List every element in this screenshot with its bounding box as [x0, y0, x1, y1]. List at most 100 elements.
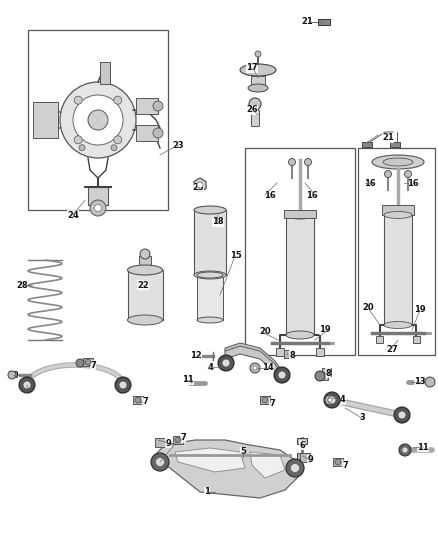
Circle shape [76, 359, 84, 367]
Circle shape [222, 359, 230, 367]
Text: 16: 16 [306, 190, 318, 199]
Bar [84, 360, 94, 365]
Circle shape [398, 411, 406, 419]
Circle shape [60, 82, 136, 158]
Bar [251, 110, 259, 126]
Text: 19: 19 [319, 326, 331, 335]
Bar [318, 19, 330, 25]
Text: 21: 21 [301, 18, 313, 27]
Text: 8: 8 [325, 368, 331, 377]
Bar [284, 210, 316, 218]
Circle shape [140, 249, 150, 259]
Text: 8: 8 [289, 351, 295, 359]
Text: 9: 9 [165, 439, 171, 448]
Ellipse shape [383, 158, 413, 166]
Circle shape [402, 447, 408, 453]
Circle shape [114, 136, 122, 144]
Circle shape [328, 396, 336, 404]
Circle shape [290, 464, 300, 472]
Polygon shape [194, 178, 206, 192]
Bar [136, 98, 158, 114]
Bar [297, 438, 307, 444]
Circle shape [8, 371, 16, 379]
Circle shape [119, 381, 127, 389]
Text: 1: 1 [204, 488, 210, 497]
Circle shape [274, 367, 290, 383]
Bar [133, 396, 143, 404]
Bar [194, 210, 226, 275]
Circle shape [85, 359, 91, 365]
Circle shape [111, 145, 117, 151]
Bar [413, 336, 420, 343]
Circle shape [405, 171, 411, 177]
Text: 7: 7 [90, 360, 96, 369]
Text: 7: 7 [180, 433, 186, 442]
Text: 9: 9 [307, 456, 313, 464]
Text: 13: 13 [414, 377, 426, 386]
Text: 12: 12 [190, 351, 202, 359]
Polygon shape [155, 440, 300, 498]
Text: 28: 28 [16, 280, 28, 289]
Ellipse shape [286, 211, 314, 219]
Circle shape [425, 377, 435, 387]
Circle shape [218, 355, 234, 371]
Circle shape [250, 363, 260, 373]
Ellipse shape [127, 265, 162, 275]
Circle shape [394, 407, 410, 423]
Text: 16: 16 [264, 190, 276, 199]
Text: 5: 5 [240, 448, 246, 456]
Text: 24: 24 [67, 211, 79, 220]
Bar [245, 148, 355, 355]
Bar [286, 215, 314, 335]
Bar [251, 76, 265, 88]
Text: 2: 2 [25, 385, 31, 394]
Ellipse shape [384, 212, 412, 219]
Circle shape [175, 437, 181, 443]
Ellipse shape [286, 331, 314, 339]
Bar [88, 187, 108, 205]
Text: 11: 11 [417, 442, 429, 451]
Bar [276, 348, 284, 356]
Text: 4: 4 [207, 364, 213, 373]
Text: 25: 25 [192, 183, 204, 192]
Text: 6: 6 [299, 440, 305, 449]
Circle shape [335, 459, 341, 465]
Bar [382, 205, 414, 215]
Circle shape [74, 136, 82, 144]
Circle shape [328, 398, 332, 402]
Bar [333, 458, 343, 466]
Circle shape [262, 397, 268, 403]
Text: 15: 15 [230, 251, 242, 260]
Polygon shape [225, 343, 282, 382]
Circle shape [115, 377, 131, 393]
Bar [100, 62, 110, 84]
Circle shape [95, 205, 102, 212]
Text: 26: 26 [246, 106, 258, 115]
Circle shape [289, 158, 296, 166]
Text: 14: 14 [262, 364, 274, 373]
Polygon shape [175, 448, 245, 472]
Ellipse shape [372, 155, 424, 169]
Circle shape [19, 377, 35, 393]
Circle shape [153, 101, 163, 111]
Circle shape [73, 95, 123, 145]
Bar [297, 453, 307, 459]
Text: 23: 23 [172, 141, 184, 149]
Ellipse shape [240, 64, 276, 76]
Circle shape [278, 371, 286, 379]
Circle shape [286, 459, 304, 477]
Text: 11: 11 [182, 376, 194, 384]
Text: 14: 14 [334, 395, 346, 405]
Bar [376, 336, 383, 343]
Text: 18: 18 [212, 217, 224, 227]
Bar [300, 453, 310, 462]
Ellipse shape [194, 271, 226, 279]
Bar [390, 142, 400, 147]
Text: 10: 10 [7, 370, 19, 379]
Bar [322, 368, 331, 376]
Text: 16: 16 [364, 179, 376, 188]
Text: 7: 7 [142, 398, 148, 407]
Ellipse shape [127, 315, 162, 325]
Bar [28, 30, 168, 210]
Circle shape [151, 453, 169, 471]
